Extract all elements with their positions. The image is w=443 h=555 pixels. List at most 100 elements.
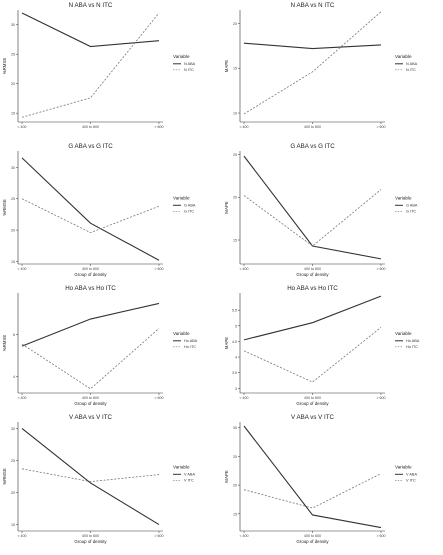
y-tick-label: 30 xyxy=(11,427,15,431)
x-tick-label: < 400 xyxy=(17,396,26,400)
legend-label: N ITC xyxy=(184,68,194,72)
chart-title: V ABA vs V ITC xyxy=(291,414,335,421)
y-axis-label: MAPE xyxy=(224,201,229,214)
y-tick-label: 3 xyxy=(235,387,237,391)
legend-title: Variable xyxy=(173,465,190,470)
panel-7: V ABA vs V ITC 15 20 25 30 %RMSE < 400 400 to 6… xyxy=(2,414,195,544)
x-tick-label: > 600 xyxy=(376,534,385,538)
legend-title: Variable xyxy=(173,196,190,201)
series-line-ho-itc xyxy=(243,327,382,383)
y-axis-label: MAPE xyxy=(224,470,229,483)
y-tick-label: 25 xyxy=(11,459,15,463)
y-tick-label: 15 xyxy=(233,239,237,243)
legend-title: Variable xyxy=(173,54,190,59)
x-axis-label: Group of density xyxy=(296,401,329,406)
y-tick-label: 25 xyxy=(233,455,237,459)
legend-label: Ho ABA xyxy=(184,339,198,343)
chart-title: G ABA vs G ITC xyxy=(290,143,335,150)
panel-2: N ABA vs N ITC 10 15 20 MAPE < 400 400 to 600 >… xyxy=(224,2,418,129)
legend-label: G ABA xyxy=(184,204,196,208)
y-tick-label: 3.5 xyxy=(232,371,237,375)
series-line-g-itc xyxy=(243,189,382,247)
y-tick-label: 4 xyxy=(235,356,237,360)
y-tick-label: 5 xyxy=(235,324,237,328)
x-axis-label: Group of density xyxy=(74,272,107,277)
legend-title: Variable xyxy=(173,331,190,336)
legend-label: G ABA xyxy=(406,204,418,208)
legend-title: Variable xyxy=(395,331,412,336)
x-axis-label: Group of density xyxy=(74,401,107,406)
chart-title: Ho ABA vs Ho ITC xyxy=(65,285,116,292)
y-tick-label: 15 xyxy=(11,260,15,264)
x-tick-label: < 400 xyxy=(239,396,248,400)
y-tick-label: 25 xyxy=(11,53,15,57)
legend-title: Variable xyxy=(395,196,412,201)
chart-title: N ABA vs N ITC xyxy=(291,2,335,9)
legend-label: Ho ITC xyxy=(406,345,418,349)
legend-label: G ITC xyxy=(184,210,194,214)
panel-4: G ABA vs G ITC 15 20 25 MAPE < 400 400 to 600 >… xyxy=(224,143,418,277)
x-tick-label: > 600 xyxy=(376,396,385,400)
y-axis-label: %RMSE xyxy=(2,468,7,485)
series-line-n-itc xyxy=(243,11,382,115)
x-tick-label: 400 to 600 xyxy=(304,125,321,129)
x-tick-label: > 600 xyxy=(376,125,385,129)
y-tick-label: 20 xyxy=(11,82,15,86)
legend-label: Ho ITC xyxy=(184,345,196,349)
y-tick-label: 20 xyxy=(11,229,15,233)
y-axis-label: %RMSE xyxy=(2,335,7,352)
series-line-v-aba xyxy=(21,427,160,526)
x-axis-label: Group of density xyxy=(296,272,329,277)
x-tick-label: > 600 xyxy=(376,267,385,271)
legend-label: N ITC xyxy=(406,68,416,72)
x-tick-label: 400 to 600 xyxy=(82,534,99,538)
x-tick-label: 400 to 600 xyxy=(82,125,99,129)
x-tick-label: 400 to 600 xyxy=(82,267,99,271)
y-axis-label: %RMSE xyxy=(2,58,7,75)
y-tick-label: 5.5 xyxy=(232,309,237,313)
x-tick-label: < 400 xyxy=(239,125,248,129)
panel-5: Ho ABA vs Ho ITC 4 6 %RMSE < 400 400 to 600 > … xyxy=(2,285,198,406)
x-tick-label: < 400 xyxy=(17,125,26,129)
x-tick-label: < 400 xyxy=(239,267,248,271)
series-line-v-aba xyxy=(243,425,382,529)
x-tick-label: > 600 xyxy=(154,267,163,271)
y-axis-label: MAPE xyxy=(224,60,229,73)
series-line-g-aba xyxy=(243,155,382,260)
x-tick-label: < 400 xyxy=(239,534,248,538)
legend-label: N ABA xyxy=(406,62,418,66)
legend-label: Ho ABA xyxy=(406,339,420,343)
legend-label: V ITC xyxy=(184,479,194,483)
y-tick-label: 15 xyxy=(233,67,237,71)
x-tick-label: > 600 xyxy=(154,534,163,538)
x-axis-label: Group of density xyxy=(74,539,107,544)
legend-label: V ABA xyxy=(406,473,417,477)
x-tick-label: < 400 xyxy=(17,534,26,538)
series-line-g-itc xyxy=(21,198,160,234)
series-line-ho-aba xyxy=(243,295,382,341)
x-tick-label: 400 to 600 xyxy=(304,396,321,400)
series-line-g-aba xyxy=(21,157,160,261)
legend-label: V ABA xyxy=(184,473,195,477)
legend-label: G ITC xyxy=(406,210,416,214)
y-tick-label: 15 xyxy=(233,512,237,516)
y-tick-label: 30 xyxy=(233,426,237,430)
x-axis-label: Group of density xyxy=(296,539,329,544)
chart-title: G ABA vs G ITC xyxy=(68,143,113,150)
series-line-n-aba xyxy=(243,42,382,50)
y-tick-label: 4.5 xyxy=(232,340,237,344)
y-tick-label: 30 xyxy=(11,166,15,170)
x-tick-label: > 600 xyxy=(154,125,163,129)
series-line-v-itc xyxy=(243,473,382,509)
y-tick-label: 25 xyxy=(233,153,237,157)
y-tick-label: 6 xyxy=(13,333,15,337)
y-tick-label: 4 xyxy=(13,375,15,379)
series-line-ho-aba xyxy=(21,302,160,347)
series-line-n-itc xyxy=(21,12,160,118)
x-tick-label: > 600 xyxy=(154,396,163,400)
x-tick-label: 400 to 600 xyxy=(304,534,321,538)
panel-6: Ho ABA vs Ho ITC 3 3.5 4 4.5 5 5.5 MAPE < 400 400… xyxy=(224,285,420,406)
series-line-v-itc xyxy=(21,468,160,483)
